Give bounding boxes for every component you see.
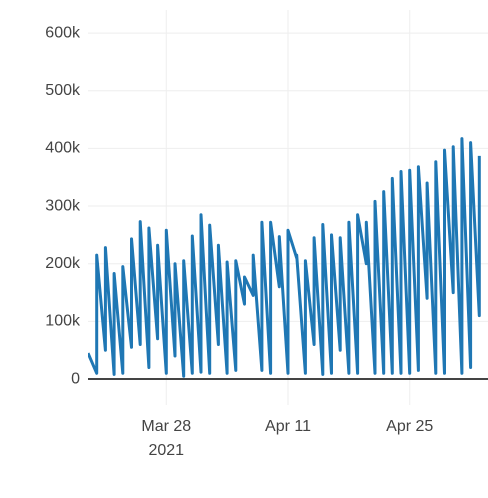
x-tick-label: Mar 28	[141, 418, 191, 435]
data-line	[88, 137, 481, 378]
x-tick-label: Apr 25	[386, 418, 433, 435]
y-tick-label: 400k	[45, 140, 81, 157]
y-tick-label: 0	[71, 370, 80, 387]
y-tick-label: 200k	[45, 255, 81, 272]
x-year-label: 2021	[148, 442, 184, 459]
y-tick-label: 600k	[45, 24, 81, 41]
y-tick-label: 300k	[45, 197, 81, 214]
y-tick-label: 500k	[45, 82, 81, 99]
y-tick-label: 100k	[45, 313, 81, 330]
x-tick-label: Apr 11	[265, 418, 311, 435]
